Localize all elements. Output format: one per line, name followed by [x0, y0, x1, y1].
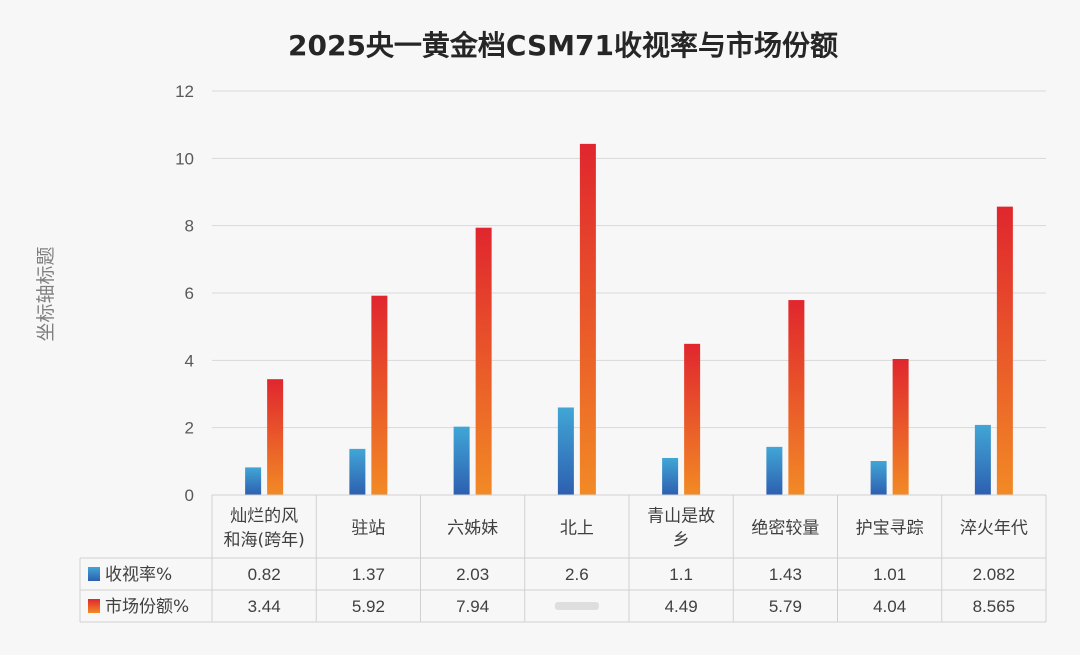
obscured-value — [554, 602, 599, 610]
bar-market-share — [475, 227, 492, 496]
category-label: 淬火年代 — [960, 519, 1028, 539]
category-label: 灿烂的风 — [230, 507, 298, 527]
bar-rating — [662, 457, 679, 495]
data-value: 1.37 — [352, 565, 385, 584]
bar-market-share — [579, 143, 596, 495]
data-value: 2.6 — [565, 565, 589, 584]
bar-market-share — [996, 206, 1013, 495]
bar-market-share — [371, 295, 388, 495]
category-label: 六姊妹 — [447, 519, 498, 539]
legend-swatch — [88, 599, 100, 613]
gridlines — [212, 90, 1046, 496]
category-label: 护宝寻踪 — [856, 519, 924, 539]
category-label: 青山是故 — [647, 507, 715, 527]
bars — [245, 143, 1013, 496]
data-value: 0.82 — [248, 565, 281, 584]
category-label: 和海(跨年) — [223, 531, 304, 551]
legend-label: 市场份额% — [105, 597, 189, 617]
legend-swatch — [88, 567, 100, 581]
category-label: 北上 — [560, 519, 594, 539]
bar-market-share — [684, 343, 701, 495]
data-value: 1.43 — [769, 565, 802, 584]
data-value: 2.082 — [973, 565, 1016, 584]
bar-rating — [766, 446, 783, 495]
bar-rating — [349, 448, 366, 495]
y-tick-label: 2 — [185, 419, 194, 438]
bar-rating — [453, 426, 470, 495]
data-value: 2.03 — [456, 565, 489, 584]
data-value: 8.565 — [973, 597, 1016, 616]
data-value: 5.92 — [352, 597, 385, 616]
bar-market-share — [892, 358, 909, 495]
chart-title: 2025央一黄金档CSM71收视率与市场份额 — [288, 29, 838, 62]
y-tick-label: 6 — [185, 284, 194, 303]
y-tick-label: 0 — [185, 486, 194, 505]
y-axis-title: 坐标轴标题 — [35, 246, 57, 341]
data-value: 1.01 — [873, 565, 906, 584]
data-value: 7.94 — [456, 597, 489, 616]
y-axis-ticks: 0 2 4 6 8 10 12 — [175, 82, 194, 505]
legend-label: 收视率% — [105, 565, 172, 585]
category-label: 乡 — [673, 531, 690, 551]
y-tick-label: 8 — [185, 217, 194, 236]
bar-market-share — [267, 379, 284, 495]
bar-rating — [974, 424, 991, 495]
bar-market-share — [788, 300, 805, 495]
y-tick-label: 4 — [185, 351, 194, 370]
y-tick-label: 10 — [175, 149, 194, 168]
bar-rating — [245, 467, 262, 495]
bar-rating — [870, 460, 887, 495]
category-label: 绝密较量 — [751, 519, 819, 539]
y-tick-label: 12 — [175, 82, 194, 101]
data-value: 1.1 — [669, 565, 693, 584]
data-value: 3.44 — [248, 597, 281, 616]
bar-rating — [557, 407, 574, 495]
data-value: 4.04 — [873, 597, 906, 616]
data-value: 5.79 — [769, 597, 802, 616]
data-value: 4.49 — [665, 597, 698, 616]
category-label: 驻站 — [351, 519, 385, 539]
